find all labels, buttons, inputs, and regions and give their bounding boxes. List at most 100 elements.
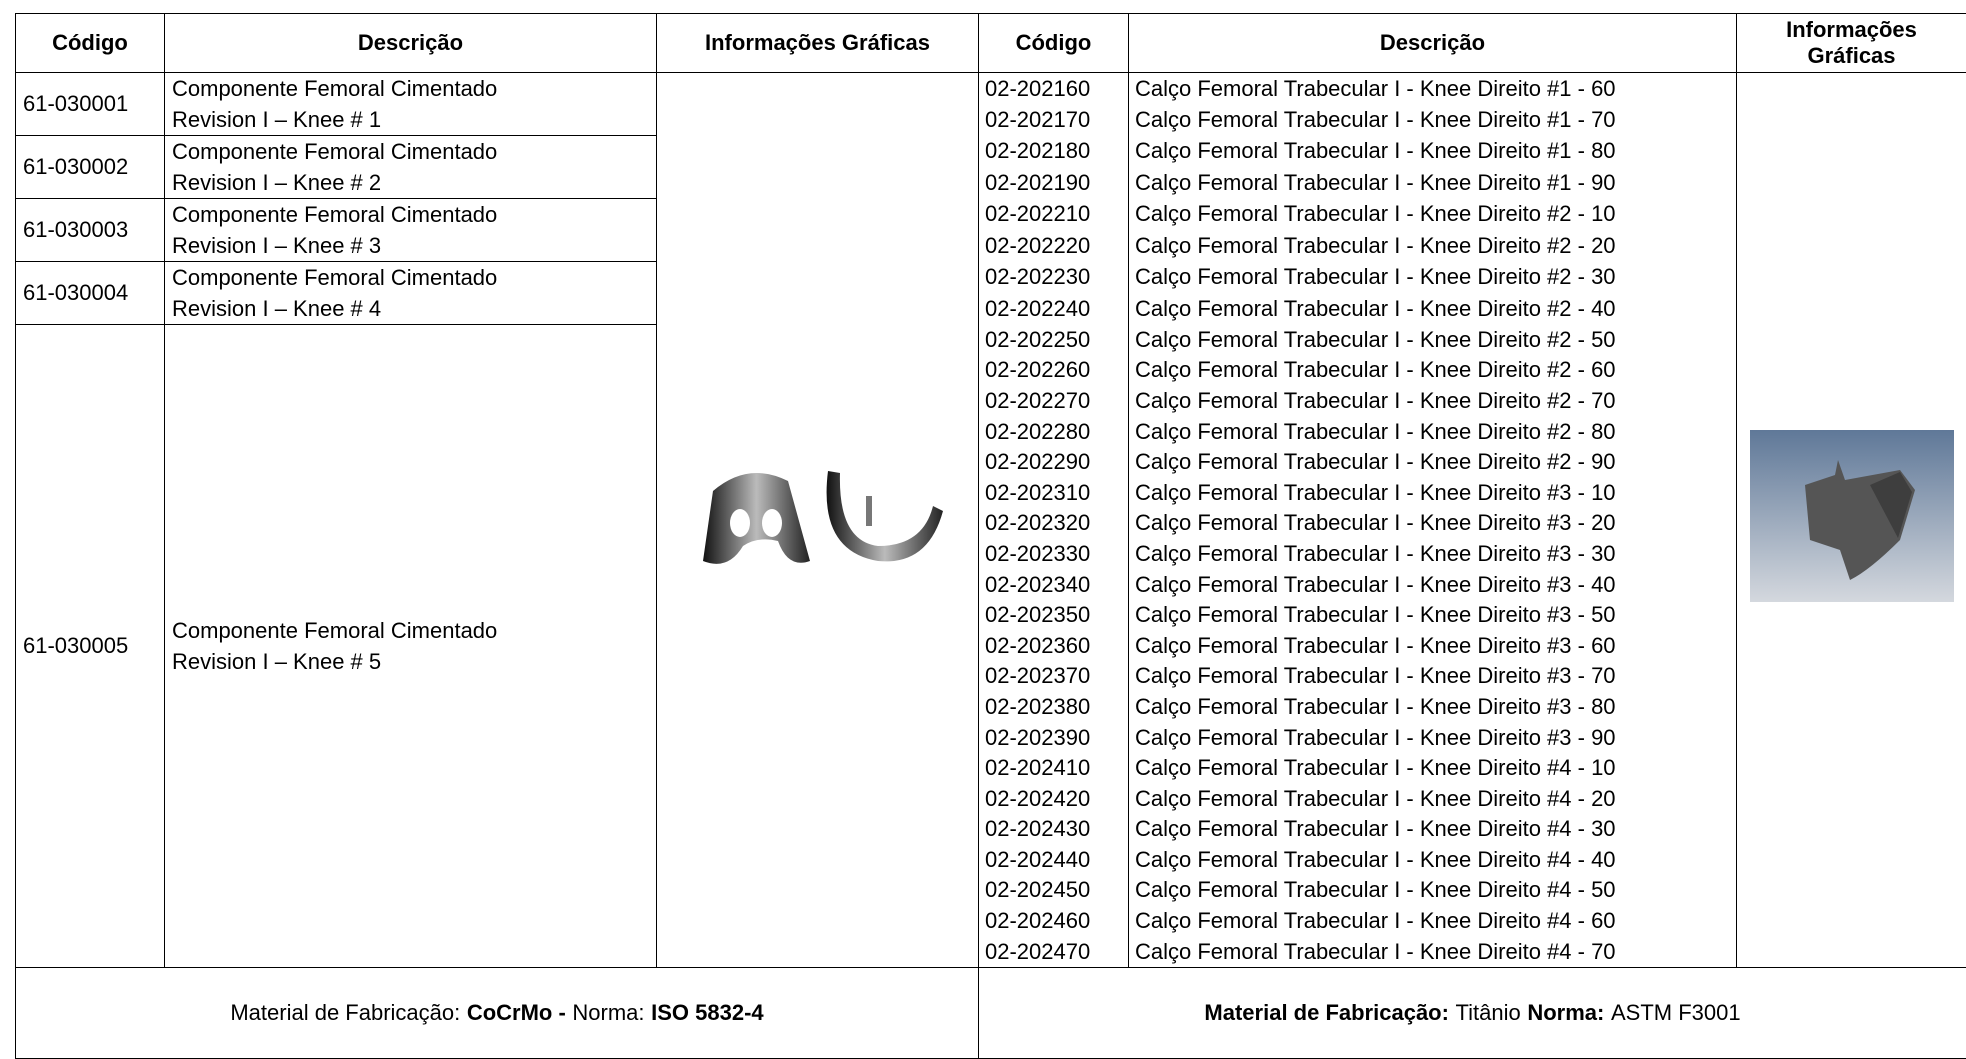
right-description: Calço Femoral Trabecular I - Knee Direit… [1129,262,1737,294]
right-code: 02-202170 [979,104,1129,135]
description-line: Componente Femoral Cimentado [172,615,649,646]
right-code: 02-202180 [979,136,1129,168]
right-description: Calço Femoral Trabecular I - Knee Direit… [1129,167,1737,199]
right-code: 02-202210 [979,199,1129,231]
description-line: Revision I – Knee # 5 [172,646,649,677]
right-description: Calço Femoral Trabecular I - Knee Direit… [1129,136,1737,168]
left-code: 61-030001 [16,73,165,136]
note-text: ASTM F3001 [1611,1000,1741,1025]
right-code: 02-202290 [979,447,1129,478]
description-line: Revision I – Knee # 1 [172,104,649,135]
left-code: 61-030002 [16,136,165,199]
right-code: 02-202330 [979,539,1129,570]
right-description: Calço Femoral Trabecular I - Knee Direit… [1129,293,1737,325]
description-line: Revision I – Knee # 2 [172,167,649,198]
right-image-cell [1737,73,1966,968]
left-code: 61-030004 [16,262,165,325]
right-description: Calço Femoral Trabecular I - Knee Direit… [1129,230,1737,262]
column-header: Descrição [165,14,657,73]
right-description: Calço Femoral Trabecular I - Knee Direit… [1129,508,1737,539]
right-code: 02-202470 [979,936,1129,967]
right-description: Calço Femoral Trabecular I - Knee Direit… [1129,386,1737,417]
right-description: Calço Femoral Trabecular I - Knee Direit… [1129,569,1737,600]
right-description: Calço Femoral Trabecular I - Knee Direit… [1129,600,1737,631]
description-line: Componente Femoral Cimentado [172,262,649,293]
right-description: Calço Femoral Trabecular I - Knee Direit… [1129,355,1737,386]
note-text: Material de Fabricação: [1204,1000,1449,1025]
column-header: Código [979,14,1129,73]
right-description: Calço Femoral Trabecular I - Knee Direit… [1129,104,1737,135]
right-description: Calço Femoral Trabecular I - Knee Direit… [1129,783,1737,814]
note-text: Norma: [572,1000,644,1025]
note-text: Material de Fabricação: [230,1000,460,1025]
right-description: Calço Femoral Trabecular I - Knee Direit… [1129,845,1737,876]
right-code: 02-202320 [979,508,1129,539]
column-header: Descrição [1129,14,1737,73]
note-text: Norma: [1527,1000,1604,1025]
right-code: 02-202230 [979,262,1129,294]
right-code: 02-202220 [979,230,1129,262]
right-code: 02-202240 [979,293,1129,325]
right-description: Calço Femoral Trabecular I - Knee Direit… [1129,875,1737,906]
right-description: Calço Femoral Trabecular I - Knee Direit… [1129,630,1737,661]
right-description: Calço Femoral Trabecular I - Knee Direit… [1129,661,1737,692]
left-code: 61-030003 [16,199,165,262]
right-description: Calço Femoral Trabecular I - Knee Direit… [1129,73,1737,105]
description-line: Revision I – Knee # 4 [172,293,649,324]
right-code: 02-202460 [979,906,1129,937]
right-code: 02-202370 [979,661,1129,692]
right-code: 02-202160 [979,73,1129,105]
right-code: 02-202390 [979,722,1129,753]
right-code: 02-202420 [979,783,1129,814]
right-description: Calço Femoral Trabecular I - Knee Direit… [1129,416,1737,447]
right-code: 02-202410 [979,753,1129,784]
footer-row: Material de Fabricação:CoCrMo -Norma:ISO… [16,967,1966,1058]
right-code: 02-202350 [979,600,1129,631]
left-image-cell [657,73,979,968]
column-header: Informações Gráficas [657,14,979,73]
right-description: Calço Femoral Trabecular I - Knee Direit… [1129,814,1737,845]
right-description: Calço Femoral Trabecular I - Knee Direit… [1129,906,1737,937]
right-code: 02-202260 [979,355,1129,386]
left-code: 61-030005 [16,325,165,968]
right-description: Calço Femoral Trabecular I - Knee Direit… [1129,753,1737,784]
right-code: 02-202250 [979,325,1129,356]
description-line: Componente Femoral Cimentado [172,136,649,167]
right-code: 02-202430 [979,814,1129,845]
description-line: Revision I – Knee # 3 [172,230,649,261]
column-header: Código [16,14,165,73]
description-line: Componente Femoral Cimentado [172,199,649,230]
right-code: 02-202450 [979,875,1129,906]
right-description: Calço Femoral Trabecular I - Knee Direit… [1129,199,1737,231]
right-description: Calço Femoral Trabecular I - Knee Direit… [1129,325,1737,356]
right-description: Calço Femoral Trabecular I - Knee Direit… [1129,539,1737,570]
description-line: Componente Femoral Cimentado [172,73,649,104]
right-description: Calço Femoral Trabecular I - Knee Direit… [1129,936,1737,967]
column-header: Informações Gráficas [1737,14,1966,73]
right-code: 02-202380 [979,692,1129,723]
material-note: Material de Fabricação:CoCrMo -Norma:ISO… [16,967,979,1058]
right-code: 02-202310 [979,477,1129,508]
right-code: 02-202280 [979,416,1129,447]
right-description: Calço Femoral Trabecular I - Knee Direit… [1129,477,1737,508]
right-code: 02-202440 [979,845,1129,876]
femoral-component-image [688,451,948,581]
note-text: CoCrMo - [467,1000,566,1025]
right-description: Calço Femoral Trabecular I - Knee Direit… [1129,692,1737,723]
right-description: Calço Femoral Trabecular I - Knee Direit… [1129,722,1737,753]
right-code: 02-202190 [979,167,1129,199]
right-code: 02-202360 [979,630,1129,661]
